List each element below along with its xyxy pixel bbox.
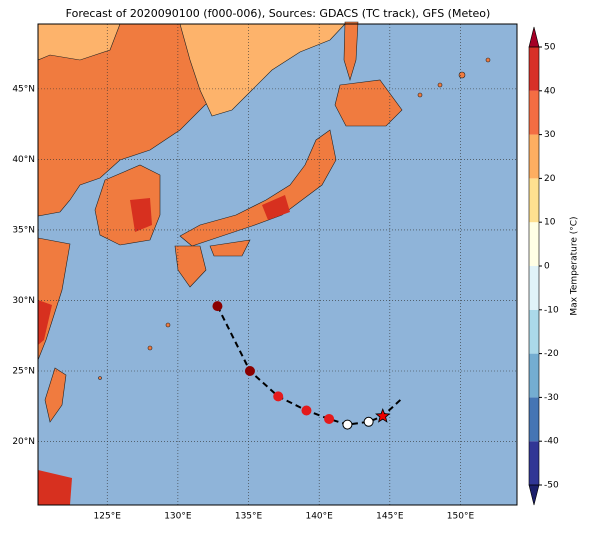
colorbar-tick-label: -40 bbox=[544, 437, 559, 447]
colorbar-label: Max Temperature (°C) bbox=[570, 216, 580, 315]
track-point bbox=[244, 365, 255, 376]
track-point bbox=[301, 405, 312, 416]
lat-tick-label: 35°N bbox=[12, 225, 35, 235]
colorbar-tick-label: 20 bbox=[544, 174, 556, 184]
colorbar-tick-label: 50 bbox=[544, 43, 556, 53]
lon-tick-label: 150°E bbox=[447, 512, 475, 522]
lat-tick-label: 40°N bbox=[12, 155, 35, 165]
lon-tick-label: 140°E bbox=[305, 512, 333, 522]
lon-tick-label: 135°E bbox=[235, 512, 263, 522]
track-point bbox=[212, 301, 223, 312]
lat-tick-label: 25°N bbox=[12, 366, 35, 376]
colorbar-under bbox=[528, 484, 540, 506]
colorbar-bin bbox=[529, 397, 539, 442]
colorbar-tick-label: -30 bbox=[544, 393, 559, 403]
lat-tick-label: 20°N bbox=[12, 437, 35, 447]
track-point bbox=[342, 419, 353, 430]
title: Forecast of 2020090100 (f000-006), Sourc… bbox=[66, 7, 491, 20]
colorbar-tick-label: -10 bbox=[544, 305, 559, 315]
colorbar-tick-label: 30 bbox=[544, 130, 556, 140]
colorbar-tick-label: -20 bbox=[544, 349, 559, 359]
colorbar-bin bbox=[529, 47, 539, 91]
track-point bbox=[324, 413, 335, 424]
lat-tick-label: 30°N bbox=[12, 296, 35, 306]
colorbar-bin bbox=[529, 134, 539, 179]
colorbar-bin bbox=[529, 441, 539, 485]
lon-tick-label: 130°E bbox=[164, 512, 192, 522]
lon-tick-label: 145°E bbox=[376, 512, 404, 522]
track-star bbox=[375, 408, 391, 423]
colorbar-bin bbox=[529, 266, 539, 310]
map-frame bbox=[37, 23, 518, 506]
colorbar-tick-label: -50 bbox=[544, 481, 559, 491]
colorbar-bin bbox=[529, 353, 539, 398]
track-point bbox=[363, 416, 374, 427]
track-line bbox=[216, 305, 402, 426]
colorbar-bin bbox=[529, 309, 539, 354]
landmasses bbox=[37, 21, 491, 505]
lat-tick-label: 45°N bbox=[12, 84, 35, 94]
colorbar-bin bbox=[529, 178, 539, 223]
colorbar-tick-label: 10 bbox=[544, 218, 556, 228]
colorbar-tick-label: 0 bbox=[544, 262, 550, 272]
colorbar-tick-label: 40 bbox=[544, 86, 556, 96]
colorbar-over bbox=[528, 26, 540, 48]
colorbar-bin bbox=[529, 90, 539, 135]
track-point bbox=[273, 391, 284, 402]
colorbar-bin bbox=[529, 222, 539, 266]
lon-tick-label: 125°E bbox=[94, 512, 122, 522]
